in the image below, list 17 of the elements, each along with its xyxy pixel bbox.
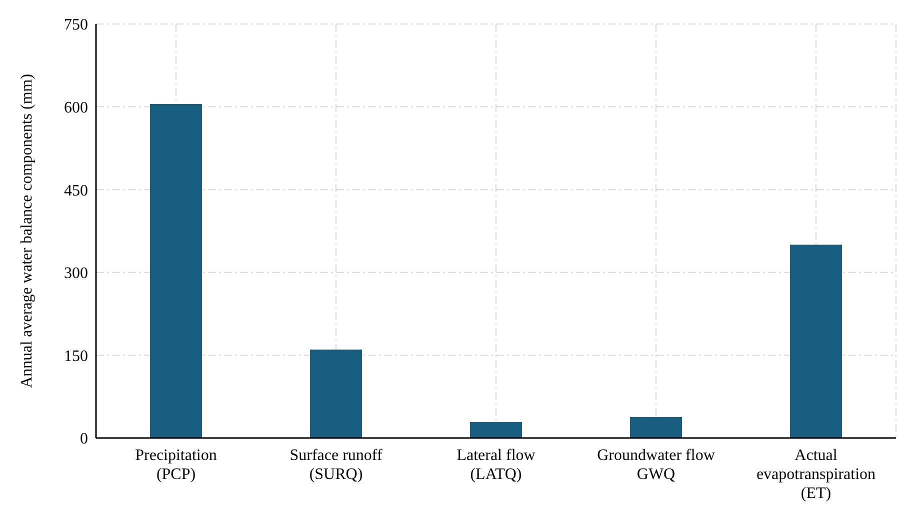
bar — [150, 104, 202, 438]
bar — [310, 350, 362, 438]
y-tick-label: 600 — [64, 99, 88, 116]
y-tick-label: 750 — [64, 16, 88, 34]
bar — [630, 417, 682, 438]
y-tick-label: 300 — [64, 265, 88, 282]
x-tick-label: Actual evapotranspiration (ET) — [756, 447, 876, 502]
y-tick-label: 150 — [64, 348, 88, 365]
bar — [470, 422, 522, 438]
y-tick-label: 0 — [80, 430, 88, 448]
x-tick-label: Surface runoff (SURQ) — [290, 447, 383, 483]
bar — [790, 244, 842, 438]
x-tick-label: Lateral flow (LATQ) — [456, 447, 536, 483]
y-axis-title: Annual average water balance components (mm) — [18, 74, 36, 388]
x-tick-label: Precipitation (PCP) — [135, 447, 217, 483]
y-tick-label: 450 — [64, 182, 88, 200]
x-tick-label: Groundwater flow GWQ — [597, 447, 716, 483]
